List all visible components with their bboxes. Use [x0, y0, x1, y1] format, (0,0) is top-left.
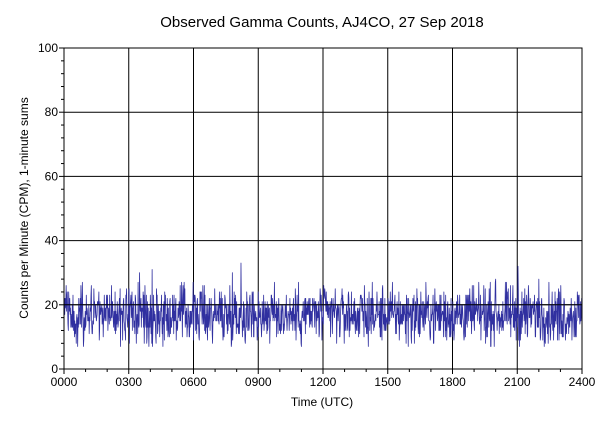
axis-ticks [59, 47, 583, 374]
y-tick-label: 80 [45, 105, 59, 119]
tick-labels: 0000 0300 0600 0900 1200 1500 1800 2100 2400 0 20 4… [38, 41, 596, 389]
y-tick-label: 60 [45, 169, 59, 183]
x-tick-label: 0000 [51, 375, 78, 389]
x-tick-label: 0300 [115, 375, 142, 389]
chart-title: Observed Gamma Counts, AJ4CO, 27 Sep 201… [160, 14, 484, 31]
y-axis-label: Counts per Minute (CPM), 1-minute sums [17, 97, 31, 318]
y-tick-label: 40 [45, 234, 59, 248]
x-tick-label: 1500 [374, 375, 401, 389]
x-tick-label: 2100 [504, 375, 531, 389]
x-tick-label: 1800 [439, 375, 466, 389]
x-axis-label: Time (UTC) [291, 395, 353, 409]
y-tick-label: 0 [51, 362, 58, 376]
x-tick-label: 2400 [569, 375, 596, 389]
y-tick-label: 20 [45, 298, 59, 312]
x-tick-label: 1200 [310, 375, 337, 389]
x-tick-label: 0900 [245, 375, 272, 389]
series-group [63, 262, 583, 347]
series-line-gamma-counts [63, 262, 583, 347]
x-tick-label: 0600 [180, 375, 207, 389]
y-tick-label: 100 [38, 41, 58, 55]
